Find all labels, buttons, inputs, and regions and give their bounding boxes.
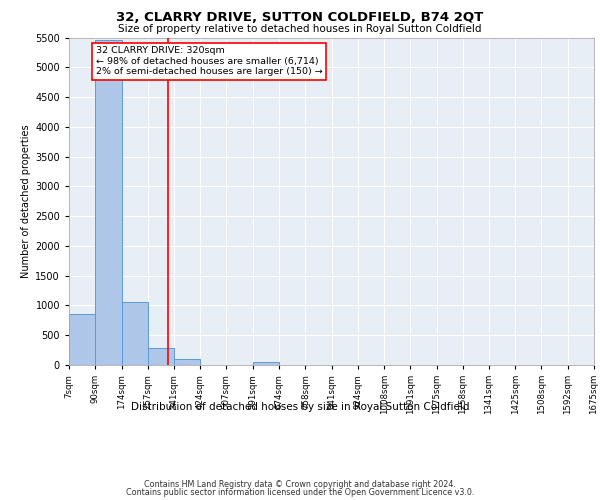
Text: 32 CLARRY DRIVE: 320sqm
← 98% of detached houses are smaller (6,714)
2% of semi-: 32 CLARRY DRIVE: 320sqm ← 98% of detache… [96,46,323,76]
Text: Size of property relative to detached houses in Royal Sutton Coldfield: Size of property relative to detached ho… [118,24,482,34]
Text: Contains HM Land Registry data © Crown copyright and database right 2024.: Contains HM Land Registry data © Crown c… [144,480,456,489]
Bar [253,362,279,365]
Text: Distribution of detached houses by size in Royal Sutton Coldfield: Distribution of detached houses by size … [131,402,469,412]
Bar [148,348,174,365]
Bar [122,302,148,365]
Bar [95,40,122,365]
Y-axis label: Number of detached properties: Number of detached properties [21,124,31,278]
Text: 32, CLARRY DRIVE, SUTTON COLDFIELD, B74 2QT: 32, CLARRY DRIVE, SUTTON COLDFIELD, B74 … [116,11,484,24]
Text: Contains public sector information licensed under the Open Government Licence v3: Contains public sector information licen… [126,488,474,497]
Bar [174,359,200,365]
Bar [69,314,95,365]
